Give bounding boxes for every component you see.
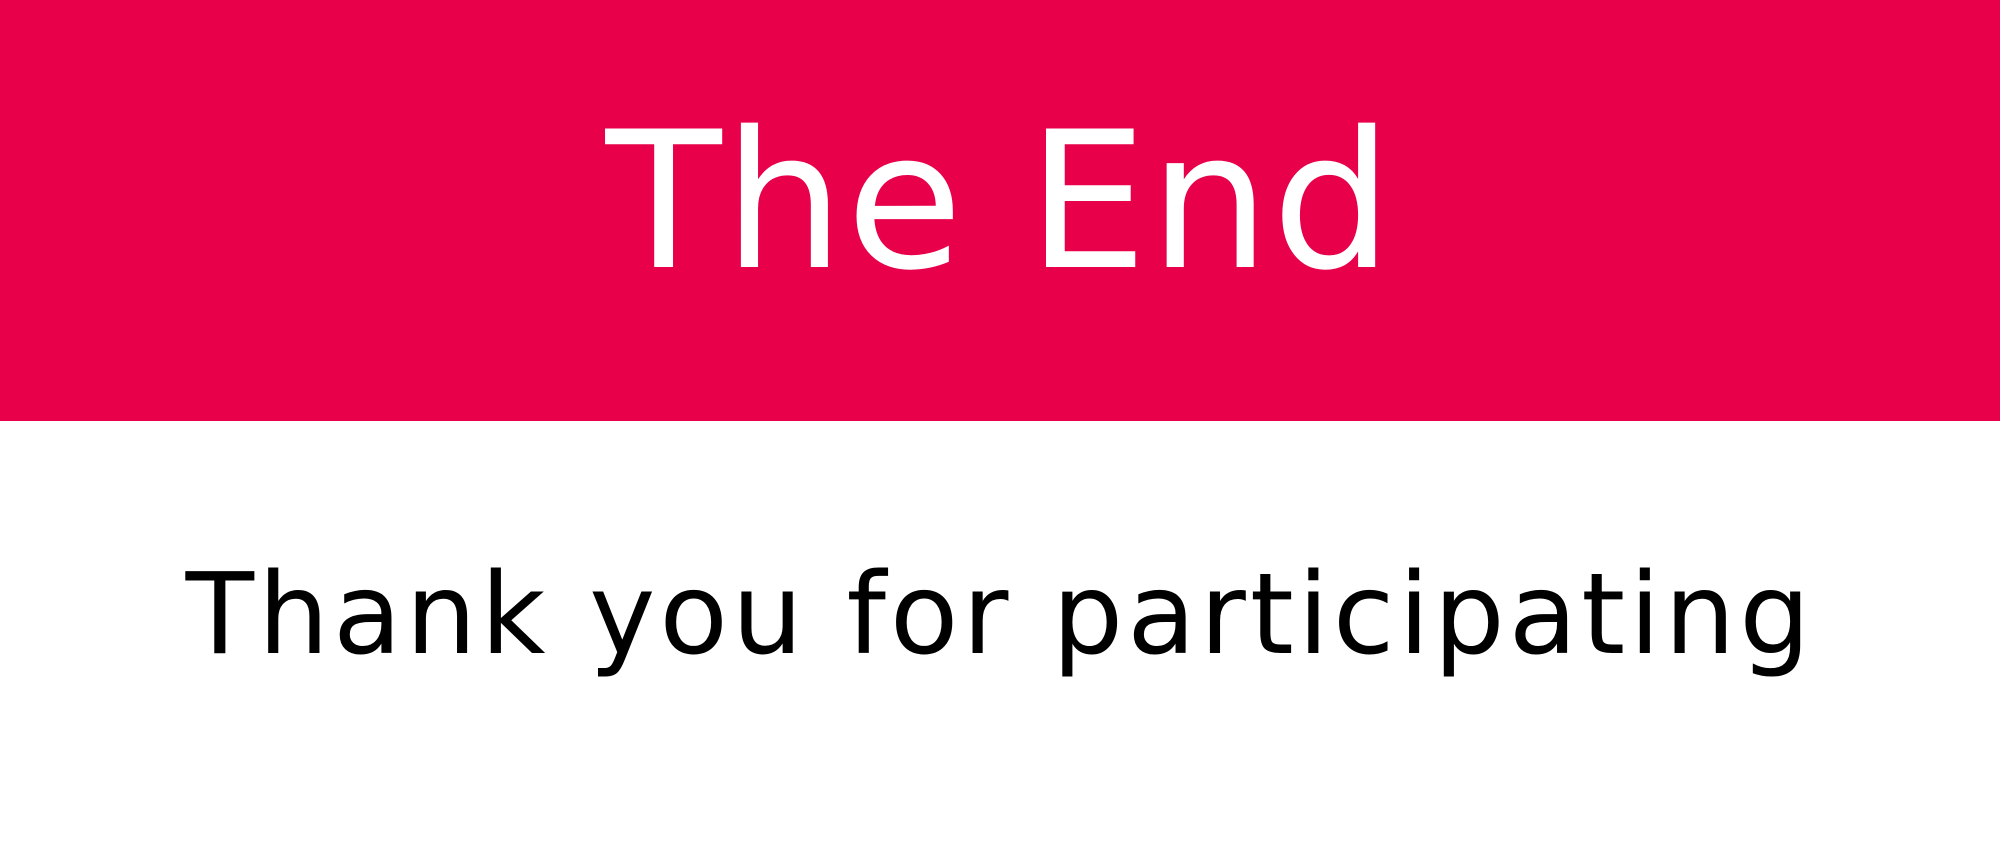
thank-you-message: Thank you for participating (185, 550, 1815, 680)
page-title: The End (605, 90, 1395, 312)
title-banner: The End (0, 0, 2000, 421)
